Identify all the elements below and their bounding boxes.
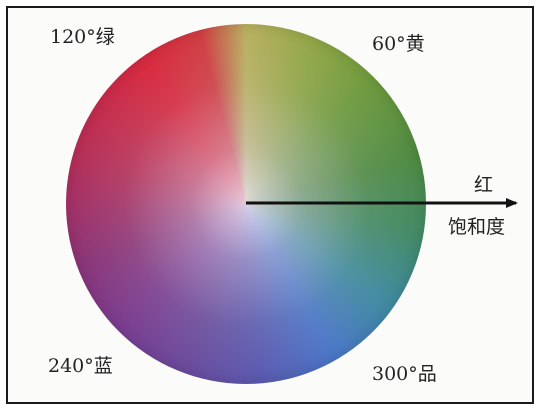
hue-label-green: 120°绿 — [50, 26, 115, 48]
saturation-label: 饱和度 — [448, 216, 506, 238]
hue-label-red: 红 — [474, 174, 494, 196]
hue-label-yellow: 60°黄 — [372, 33, 425, 55]
hue-label-blue: 240°蓝 — [48, 355, 113, 377]
hue-label-magenta: 300°品 — [372, 363, 437, 385]
